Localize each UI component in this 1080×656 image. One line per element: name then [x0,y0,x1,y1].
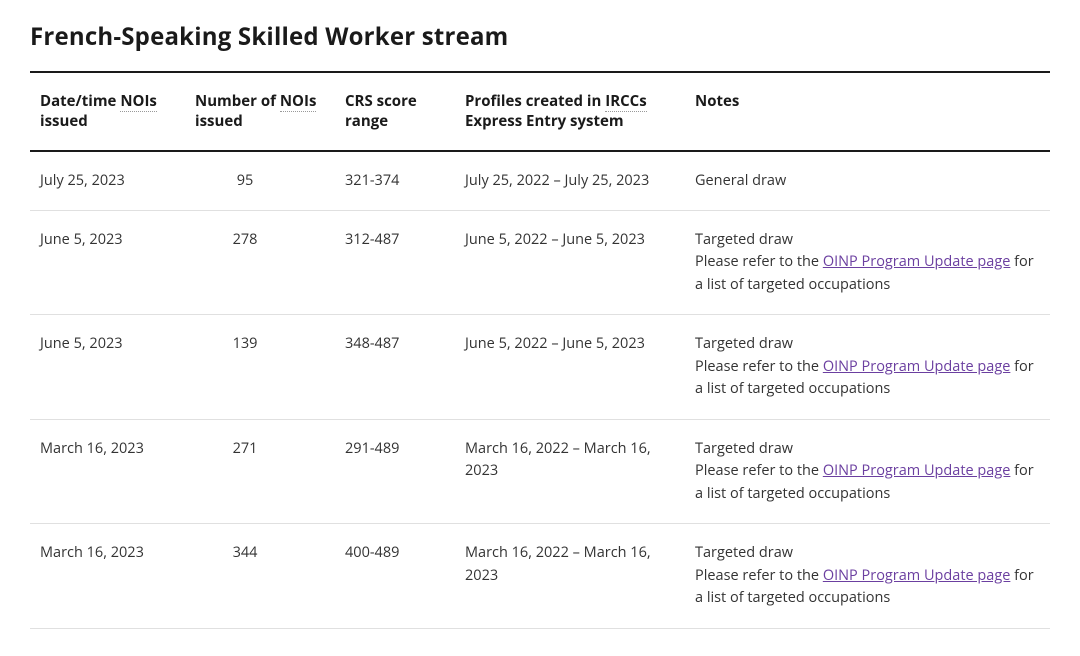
col-profiles: Profiles created in IRCCs Express Entry … [455,73,685,151]
note-targeted-line1: Targeted draw [695,438,1040,460]
cell-profiles: July 25, 2022 – July 25, 2023 [455,151,685,211]
cell-notes: Targeted drawPlease refer to the OINP Pr… [685,524,1050,628]
note-targeted-line1: Targeted draw [695,542,1040,564]
cell-notes: Targeted drawPlease refer to the OINP Pr… [685,419,1050,523]
col-num-pre: Number of [195,91,280,111]
cell-date: June 5, 2023 [30,210,185,314]
cell-profiles: June 5, 2022 – June 5, 2023 [455,210,685,314]
page-title: French-Speaking Skilled Worker stream [30,20,1050,53]
cell-num: 271 [185,419,335,523]
oinp-program-update-link[interactable]: OINP Program Update page [823,357,1011,376]
cell-num: 344 [185,524,335,628]
cell-notes: Targeted drawPlease refer to the OINP Pr… [685,210,1050,314]
col-profiles-pre: Profiles created in [465,91,605,111]
note-targeted-line2: Please refer to the OINP Program Update … [695,251,1040,296]
cell-profiles: June 5, 2022 – June 5, 2023 [455,315,685,419]
cell-crs: 348-487 [335,315,455,419]
table-row: March 16, 2023344400-489March 16, 2022 –… [30,524,1050,628]
note-pre: Please refer to the [695,357,823,376]
note-pre: Please refer to the [695,461,823,480]
table-row: June 5, 2023139348-487June 5, 2022 – Jun… [30,315,1050,419]
cell-crs: 291-489 [335,419,455,523]
note-pre: Please refer to the [695,566,823,585]
oinp-program-update-link[interactable]: OINP Program Update page [823,252,1011,271]
table-header-row: Date/time NOIs issued Number of NOIs iss… [30,73,1050,151]
note-targeted-line2: Please refer to the OINP Program Update … [695,565,1040,610]
col-date-pre: Date/time [40,91,120,111]
cell-date: July 25, 2023 [30,151,185,211]
cell-date: June 5, 2023 [30,315,185,419]
oinp-program-update-link[interactable]: OINP Program Update page [823,461,1011,480]
cell-crs: 400-489 [335,524,455,628]
cell-date: March 16, 2023 [30,524,185,628]
col-date-post: issued [40,111,88,131]
note-pre: Please refer to the [695,252,823,271]
col-date: Date/time NOIs issued [30,73,185,151]
note-targeted-line1: Targeted draw [695,229,1040,251]
cell-crs: 312-487 [335,210,455,314]
abbr-nois: NOIs [120,91,157,112]
cell-notes: Targeted drawPlease refer to the OINP Pr… [685,315,1050,419]
col-num: Number of NOIs issued [185,73,335,151]
cell-date: March 16, 2023 [30,419,185,523]
cell-crs: 321-374 [335,151,455,211]
note-targeted-line1: Targeted draw [695,333,1040,355]
abbr-irccs: IRCCs [605,91,646,112]
table-row: July 25, 202395321-374July 25, 2022 – Ju… [30,151,1050,211]
cell-num: 139 [185,315,335,419]
cell-profiles: March 16, 2022 – March 16, 2023 [455,419,685,523]
cell-num: 278 [185,210,335,314]
abbr-nois: NOIs [280,91,317,112]
note-general: General draw [695,171,786,190]
note-targeted-line2: Please refer to the OINP Program Update … [695,460,1040,505]
cell-num: 95 [185,151,335,211]
col-profiles-post: Express Entry system [465,111,624,131]
oinp-program-update-link[interactable]: OINP Program Update page [823,566,1011,585]
cell-profiles: March 16, 2022 – March 16, 2023 [455,524,685,628]
col-crs: CRS score range [335,73,455,151]
table-row: March 16, 2023271291-489March 16, 2022 –… [30,419,1050,523]
col-notes: Notes [685,73,1050,151]
draws-table: Date/time NOIs issued Number of NOIs iss… [30,73,1050,629]
note-targeted-line2: Please refer to the OINP Program Update … [695,356,1040,401]
col-num-post: issued [195,111,243,131]
table-row: June 5, 2023278312-487June 5, 2022 – Jun… [30,210,1050,314]
cell-notes: General draw [685,151,1050,211]
draws-table-wrap: Date/time NOIs issued Number of NOIs iss… [30,71,1050,629]
